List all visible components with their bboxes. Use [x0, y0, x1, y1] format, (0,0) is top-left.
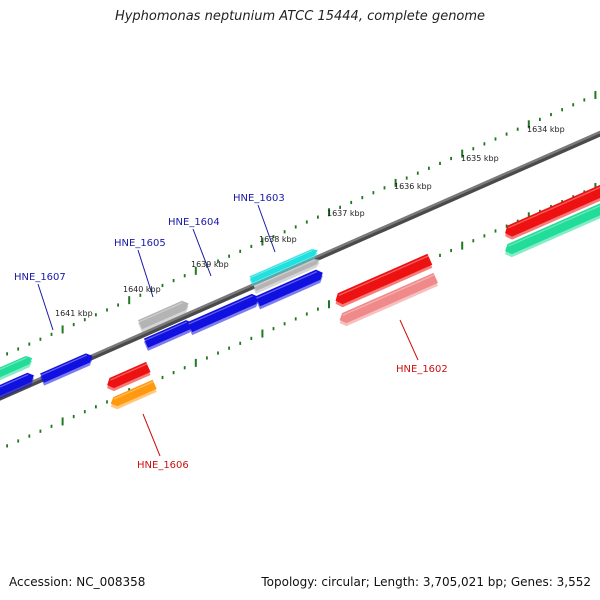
feature-red-shine — [338, 255, 429, 296]
feature-red — [335, 253, 433, 305]
feature-green-shine — [0, 357, 27, 370]
feature-grey-shine — [138, 302, 184, 323]
feature-blue-shine — [144, 321, 188, 342]
map-title: Hyphomonas neptunium ATCC 15444, complet… — [114, 9, 486, 24]
feature-grey-shine — [253, 259, 315, 288]
scale-label-1637: 1637 kbp — [327, 209, 365, 218]
feature-red-shine — [507, 186, 600, 229]
gene-labels: HNE_1607 HNE_1605 HNE_1604 HNE_1603 HNE_… — [14, 193, 448, 471]
feature-pink — [339, 272, 438, 324]
feature-red-shine — [110, 363, 148, 381]
gene-label-hne-1607[interactable]: HNE_1607 — [14, 272, 66, 283]
leader-line — [399, 319, 419, 361]
leader-line — [142, 413, 161, 457]
leader-line — [192, 228, 212, 277]
feature-blue-shine — [0, 374, 29, 388]
leader-line — [137, 249, 154, 298]
feature-blue — [0, 372, 34, 396]
scale-label-1639: 1639 kbp — [191, 260, 229, 269]
genome-summary: Topology: circular; Length: 3,705,021 bp… — [261, 575, 591, 589]
scale-label-1640: 1640 kbp — [123, 285, 161, 294]
inner-tick-track — [6, 183, 597, 448]
leader-line — [257, 204, 276, 253]
feature-grey — [138, 300, 189, 330]
feature-cyan — [249, 249, 318, 283]
gene-label-hne-1605[interactable]: HNE_1605 — [114, 238, 166, 249]
scale-label-1641: 1641 kbp — [55, 309, 93, 318]
gene-label-hne-1606[interactable]: HNE_1606 — [137, 460, 189, 471]
feature-green — [505, 203, 600, 255]
feature-blue — [187, 293, 259, 333]
scale-labels: 1634 kbp 1635 kbp 1636 kbp 1637 kbp 1638… — [55, 125, 565, 318]
scale-label-1635: 1635 kbp — [461, 154, 499, 163]
feature-orange-shine — [113, 381, 154, 400]
feature-orange — [110, 379, 157, 407]
gene-label-hne-1604[interactable]: HNE_1604 — [168, 217, 220, 228]
feature-green-shine — [508, 205, 600, 247]
scale-label-1634: 1634 kbp — [527, 125, 565, 134]
label-leaders — [37, 204, 419, 457]
feature-blue — [40, 353, 93, 383]
feature-track — [0, 184, 600, 410]
leader-line — [37, 283, 54, 331]
accession-label: Accession: NC_008358 — [9, 575, 146, 589]
feature-blue-shine — [188, 295, 253, 325]
feature-pink-shine — [342, 274, 435, 316]
scale-label-1638: 1638 kbp — [259, 235, 297, 244]
feature-blue — [143, 320, 193, 348]
feature-grey — [253, 258, 320, 292]
feature-red — [505, 184, 600, 237]
feature-blue-shine — [256, 271, 318, 299]
feature-blue-shine — [40, 354, 87, 376]
gene-label-hne-1603[interactable]: HNE_1603 — [233, 193, 285, 204]
feature-red — [107, 361, 151, 389]
feature-blue — [255, 269, 323, 307]
feature-green — [0, 356, 33, 378]
scale-label-1636: 1636 kbp — [394, 182, 432, 191]
outer-tick-track — [6, 91, 597, 356]
feature-cyan-shine — [249, 249, 313, 279]
gene-label-hne-1602[interactable]: HNE_1602 — [396, 364, 448, 375]
